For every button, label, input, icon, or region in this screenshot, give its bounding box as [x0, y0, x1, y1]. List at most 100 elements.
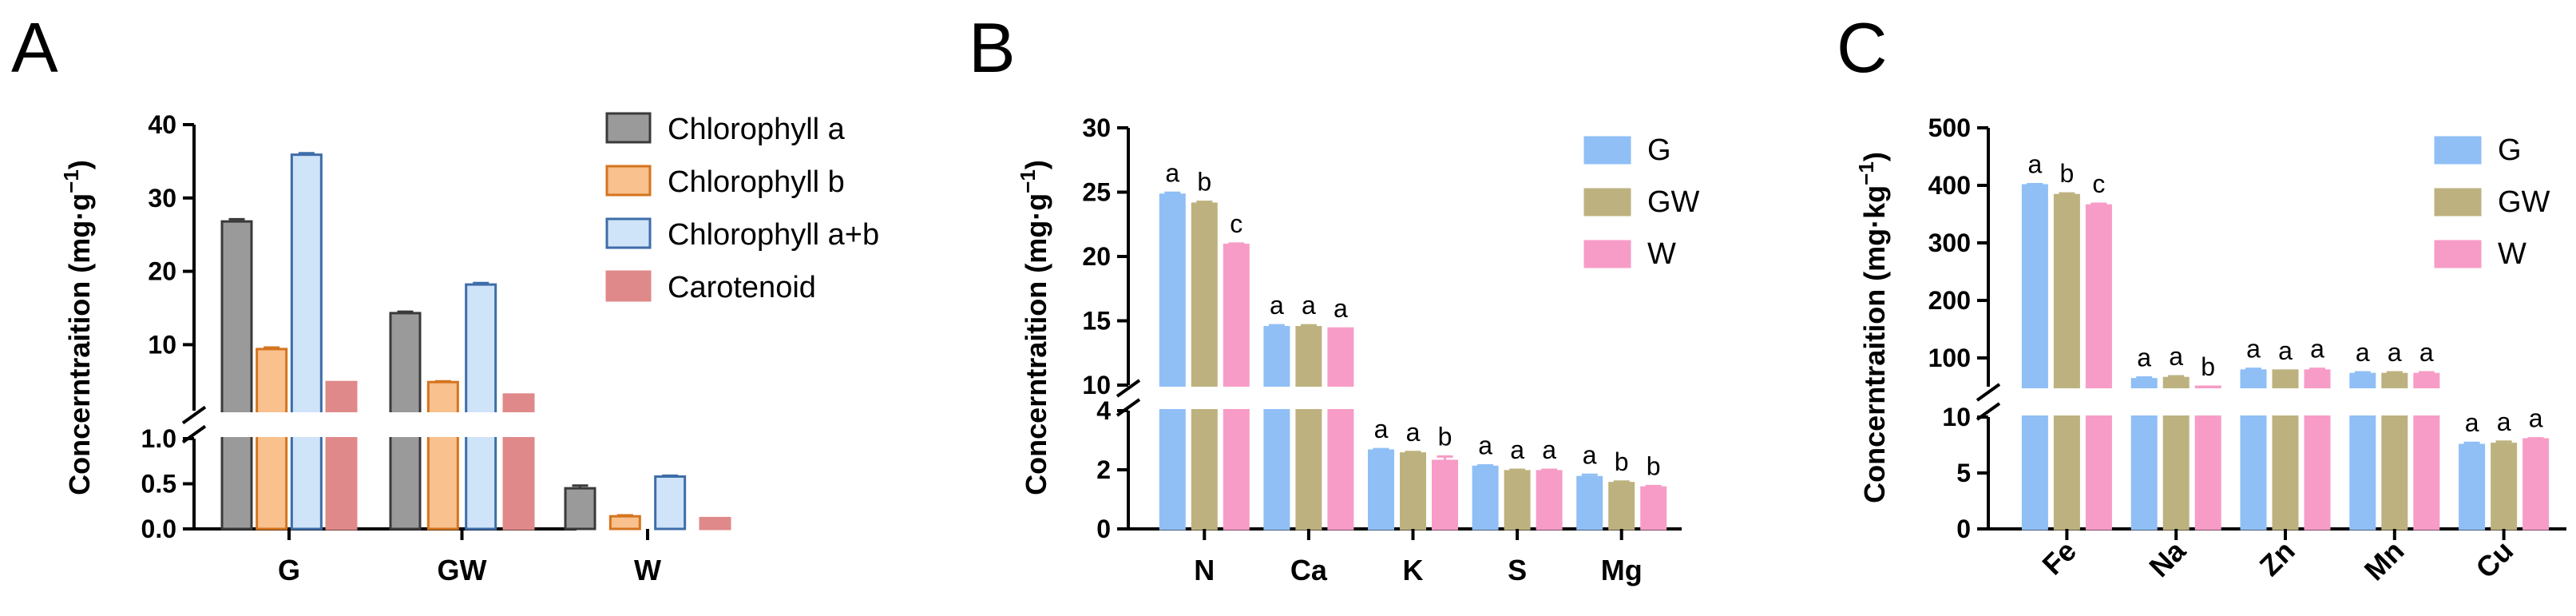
y-tick-label: 40 — [148, 110, 176, 139]
legend-label: Chlorophyll a+b — [668, 218, 879, 252]
panel-c: C 100 200 300 400 500 0 5 10 Concerntraition (mg·… — [1837, 8, 2566, 586]
y-tick-label: 500 — [1928, 113, 1971, 142]
y-tick-label: 20 — [1082, 242, 1111, 271]
x-tick-label: Zn — [2253, 535, 2301, 582]
bar — [654, 475, 687, 531]
x-tick-label: S — [1508, 554, 1527, 586]
bar — [608, 515, 641, 531]
bar — [1159, 193, 1186, 531]
bar-break-gap — [2239, 388, 2268, 415]
y-tick-label: 2 — [1096, 455, 1111, 484]
y-axis-label: Concerntraition (mg·g−1) — [1016, 160, 1052, 495]
significance-letter: a — [2388, 338, 2402, 367]
significance-letter: a — [1406, 418, 1421, 447]
y-tick-label: 30 — [148, 184, 176, 213]
x-tick-label: Fe — [2035, 535, 2083, 582]
bar-break-gap — [220, 412, 254, 437]
y-tick-label: 1.0 — [141, 424, 176, 453]
legend-label: G — [1647, 133, 1671, 167]
bar — [1327, 327, 1354, 531]
bar-break-gap — [1222, 387, 1251, 409]
bar — [465, 283, 497, 531]
bar — [2459, 443, 2486, 531]
significance-letter: a — [2137, 343, 2151, 372]
y-tick-label: 200 — [1928, 286, 1971, 315]
bar-break-gap — [2162, 388, 2191, 415]
legend-label: Chlorophyll a — [668, 113, 846, 146]
bar-break-gap — [2084, 388, 2114, 415]
significance-letter: a — [2028, 150, 2043, 179]
y-tick-label: 25 — [1082, 178, 1111, 207]
bar-break-gap — [463, 412, 498, 437]
bar-break-gap — [388, 412, 422, 437]
bar — [220, 220, 253, 531]
panel-letter: A — [11, 8, 58, 87]
significance-letter: b — [1647, 451, 1661, 480]
significance-letter: a — [1165, 158, 1179, 187]
axis-break-mark — [181, 405, 207, 425]
x-tick-label: Cu — [2469, 535, 2519, 585]
bar-break-gap — [254, 412, 289, 437]
legend-label: GW — [1647, 185, 1700, 219]
significance-letter: a — [2356, 338, 2370, 367]
bar-break-gap — [2130, 388, 2159, 415]
bar-break-gap — [324, 412, 359, 437]
significance-letter: c — [2092, 169, 2105, 198]
significance-letter: b — [1615, 447, 1629, 476]
significance-letter: a — [1374, 415, 1389, 443]
y-tick-label: 10 — [1082, 371, 1111, 399]
bar-break-gap — [2052, 388, 2082, 415]
legend-label: Chlorophyll b — [668, 165, 845, 199]
significance-letter: a — [1510, 435, 1524, 464]
bar — [699, 516, 731, 531]
bar — [2522, 438, 2550, 531]
bar-break-gap — [1326, 387, 1355, 409]
legend-label: Carotenoid — [668, 271, 816, 304]
bar-break-gap — [1158, 387, 1187, 409]
x-tick-label: G — [278, 554, 300, 586]
panel-letter: B — [969, 8, 1016, 87]
bar — [1368, 449, 1394, 531]
legend-swatch — [1583, 188, 1631, 217]
x-tick-label: W — [634, 554, 661, 586]
bar — [325, 380, 358, 531]
x-tick-label: N — [1194, 554, 1215, 586]
bar-break-gap — [1262, 387, 1291, 409]
bar — [2021, 184, 2048, 531]
bar — [426, 380, 459, 531]
legend-swatch — [2434, 240, 2482, 268]
bar — [256, 348, 288, 531]
legend-swatch — [2434, 188, 2482, 217]
bar — [1432, 459, 1458, 531]
legend-label: G — [2498, 133, 2522, 167]
significance-letter: b — [1197, 168, 1211, 197]
y-tick-label: 0.0 — [141, 515, 176, 543]
bar — [1640, 486, 1667, 531]
panel-a: A 10 20 30 40 0.0 0.5 1.0 Concerntraition (mg·g−… — [11, 8, 879, 586]
panel-letter: C — [1837, 8, 1888, 87]
significance-letter: a — [2278, 336, 2293, 365]
bar — [1191, 202, 1218, 531]
bar — [1504, 470, 1531, 531]
y-tick-label: 10 — [1942, 403, 1971, 431]
bar-break-gap — [2303, 388, 2332, 415]
significance-letter: b — [2201, 352, 2215, 381]
significance-letter: a — [1542, 435, 1556, 464]
significance-letter: a — [2246, 335, 2261, 364]
y-tick-label: 0.5 — [141, 470, 176, 499]
y-tick-label: 300 — [1928, 229, 1971, 257]
bar — [1400, 452, 1426, 531]
legend-swatch — [605, 217, 652, 249]
legend-swatch — [605, 165, 652, 197]
significance-letter: a — [2419, 338, 2434, 367]
legend-swatch — [1583, 136, 1631, 165]
bar-break-gap — [2380, 388, 2409, 415]
legend-label: W — [2498, 237, 2526, 271]
significance-letter: a — [2497, 407, 2511, 436]
significance-letter: a — [1302, 291, 1316, 320]
significance-letter: a — [2310, 335, 2324, 364]
y-tick-label: 15 — [1082, 307, 1111, 336]
bar — [2491, 443, 2518, 531]
